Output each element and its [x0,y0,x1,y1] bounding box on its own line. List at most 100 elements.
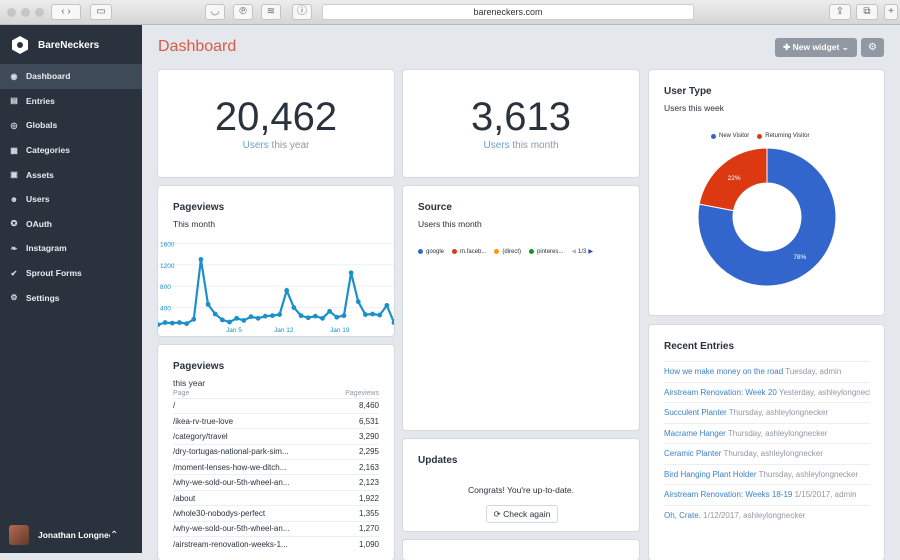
data-point [391,320,394,325]
page-views: 1,270 [332,520,379,537]
entry-link[interactable]: Airstream Renovation: Weeks 18-19 [664,490,793,499]
sidebar-item-label: Globals [26,120,58,131]
list-item: How we make money on the road Tuesday, a… [664,361,870,382]
table-row[interactable]: /moment-lenses-how-we-ditch... 2,163 [173,459,379,475]
legend-item[interactable]: google [418,249,444,255]
pageviews-line-chart[interactable]: 400 800 1200 1600 Jan 5 Jan 12 Jan 19 [158,186,394,336]
data-point [327,308,333,314]
y-tick-label: 400 [160,306,171,313]
sidebar-item-globals[interactable]: ◎ Globals [0,113,142,138]
layers-icon[interactable]: ≋ [261,4,281,20]
share-icon[interactable]: ⇪ [829,4,851,20]
chevron-up-icon[interactable]: ⌃ [110,529,119,541]
table-row[interactable]: /about 1,922 [173,489,379,506]
zoom-window-icon[interactable] [35,8,44,17]
sidebar-item-categories[interactable]: ▦ Categories [0,138,142,163]
next-arrow-icon[interactable]: ▶ [588,249,593,255]
y-tick-label: 800 [160,284,171,291]
entry-link[interactable]: Oh, Crate. [664,510,701,520]
source-donut-chart[interactable]: 31.8%26.7%13.3%11.4%5% [403,186,639,430]
widget-card-partial [403,540,639,560]
stat-label: Users [483,140,510,151]
page-path: /dry-tortugas-national-park-sim... [173,443,333,460]
sidebar-item-instagram[interactable]: ❧ Instagram [0,236,142,261]
legend-item[interactable]: pinteres... [529,249,563,255]
entry-link[interactable]: How we make money on the road [664,367,784,376]
list-item: Airstream Renovation: Weeks 18-19 1/15/2… [664,484,870,505]
data-point [341,313,347,319]
minimize-window-icon[interactable] [21,8,30,17]
entry-link[interactable]: Ceramic Planter [664,449,722,458]
sidebar-item-entries[interactable]: ▤ Entries [0,89,142,114]
legend-dot [529,249,535,254]
stat-label: Users [242,140,269,151]
table-row[interactable]: /8,460 [173,397,379,414]
table-row[interactable]: /why-we-sold-our-5th-wheel-an... 2,123 [173,474,379,491]
legend-pager[interactable]: ◀ 1/3 ▶ [571,248,593,255]
close-window-icon[interactable] [7,8,16,17]
table-row[interactable]: /dry-tortugas-national-park-sim... 2,295 [173,443,379,460]
sidebar-item-oauth[interactable]: ✪ OAuth [0,212,142,237]
sidebar-item-users[interactable]: ☻ Users [0,187,142,212]
entry-link[interactable]: Succulent Planter [664,408,727,417]
card-subtitle: Users this week [664,103,724,113]
back-forward-button[interactable]: ‹ › [51,4,81,20]
page-views: 6,531 [332,412,379,429]
prev-arrow-icon[interactable]: ◀ [571,249,577,255]
sidebar-nav: ◉ Dashboard ▤ Entries ◎ Globals ▦ Categories ▣ As… [0,64,142,310]
legend-item[interactable]: New Visitor [711,133,749,139]
legend-item[interactable]: Returning Visitor [757,133,809,139]
settings-gear-icon[interactable]: ⚙ [861,38,884,57]
address-bar[interactable]: bareneckers.com [322,4,694,20]
list-item: Bird Hanging Plant Holder Thursday, ashl… [664,463,870,485]
user-type-legend: New Visitor Returning Visitor [711,133,817,139]
user-type-donut-chart[interactable]: 78% 22% [649,70,884,315]
legend-dot [711,133,716,139]
new-tab-icon[interactable]: + [884,4,898,20]
legend-label: Returning Visitor [765,133,810,139]
pocket-icon[interactable]: ◡ [205,4,225,20]
y-tick-label: 1600 [160,241,175,248]
pinterest-icon[interactable]: ℗ [233,4,253,20]
legend-page: 1/3 [578,249,587,255]
legend-item[interactable]: m.faceb... [452,249,486,255]
gauge-icon: ◉ [10,71,18,81]
sidebar-item-dashboard[interactable]: ◉ Dashboard [0,64,142,89]
data-point [334,314,340,320]
sidebar-toggle-icon[interactable]: ▭ [90,4,112,20]
new-widget-button[interactable]: ✚ New widget ⌄ [775,38,857,57]
page-path: /whole30-nobodys-perfect [173,505,333,522]
brand[interactable]: BareNeckers [10,34,99,56]
sidebar-item-sprout-forms[interactable]: ✔ Sprout Forms [0,261,142,286]
tabs-icon[interactable]: ⧉ [856,4,878,20]
page-views: 2,163 [332,459,379,475]
entry-meta: Thursday, ashleylongnecker [727,428,828,438]
entry-link[interactable]: Bird Hanging Plant Holder [664,469,757,479]
legend-item[interactable]: (direct) [494,249,521,255]
entry-meta: Yesterday, ashleylongnecker [778,387,870,397]
page-path: /ikea-rv-true-love [173,412,333,429]
series-line [158,259,394,326]
data-point [158,322,161,328]
sidebar-item-label: Entries [26,95,55,106]
data-point [205,301,211,307]
page-views: 1,922 [332,489,379,506]
sidebar-item-settings[interactable]: ⚙ Settings [0,285,142,310]
card-subtitle: this year [173,378,206,388]
table-row[interactable]: /airstream-renovation-weeks-1... 1,090 [173,536,379,552]
table-row[interactable]: /why-we-sold-our-5th-wheel-an... 1,270 [173,520,379,537]
page-views: 2,123 [332,474,379,491]
page-path: / [173,397,333,414]
entry-link[interactable]: Airstream Renovation: Week 20 [664,387,777,397]
table-row[interactable]: /ikea-rv-true-love 6,531 [173,412,379,429]
sidebar: BareNeckers ◉ Dashboard ▤ Entries ◎ Globals ▦ C… [0,25,142,553]
current-user[interactable]: Jonathan Longnecker ⌃ [0,517,142,553]
avatar [9,525,29,545]
table-row[interactable]: /whole30-nobodys-perfect 1,355 [173,505,379,522]
card-title: Source [418,202,452,213]
check-again-button[interactable]: ⟳ Check again [486,505,558,523]
entry-link[interactable]: Macrame Hanger [664,428,726,438]
info-icon[interactable]: ⓘ [292,4,312,20]
sidebar-item-assets[interactable]: ▣ Assets [0,162,142,187]
table-row[interactable]: /category/travel 3,290 [173,428,379,445]
